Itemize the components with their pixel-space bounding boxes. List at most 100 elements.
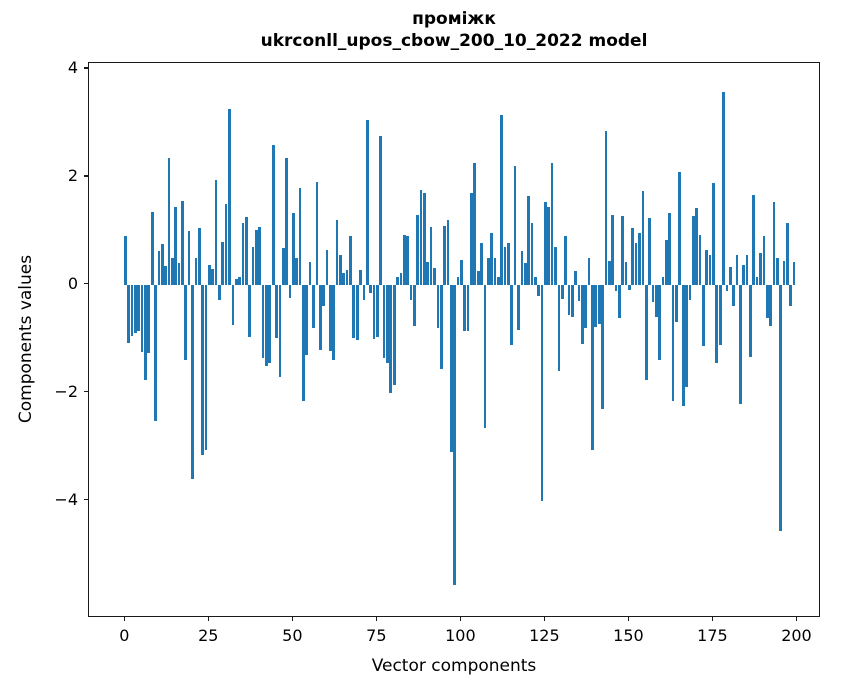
x-tick-mark: [627, 617, 630, 621]
bar: [712, 183, 715, 285]
bar: [500, 114, 504, 285]
bar: [181, 201, 184, 285]
bar: [345, 269, 349, 285]
bar: [211, 268, 215, 285]
chart-title-line2: ukrconll_upos_cbow_200_10_2022 model: [260, 31, 648, 51]
bar: [742, 264, 746, 285]
bar: [318, 284, 322, 350]
bar: [244, 217, 248, 285]
bar: [123, 236, 127, 285]
bar: [527, 196, 530, 285]
bar: [369, 284, 372, 293]
bar: [641, 191, 645, 285]
bar: [392, 284, 396, 385]
bar: [288, 284, 292, 299]
bar: [648, 218, 651, 285]
bar: [752, 194, 756, 285]
bar: [749, 284, 752, 357]
x-tick-label: 50: [282, 626, 303, 645]
bar: [658, 284, 662, 360]
bar: [570, 284, 574, 318]
bar: [533, 276, 537, 285]
bar: [228, 109, 231, 285]
bar: [497, 276, 500, 285]
bar: [574, 271, 577, 285]
bar: [184, 284, 188, 361]
x-tick-mark: [795, 617, 798, 621]
bar: [456, 276, 460, 285]
bar: [537, 284, 541, 296]
y-axis-label: Components values: [16, 254, 36, 424]
bar: [725, 284, 729, 292]
bar: [271, 144, 275, 285]
bar: [416, 214, 420, 285]
bar: [224, 203, 228, 285]
bar: [654, 284, 658, 317]
bar: [769, 284, 772, 327]
bar: [433, 268, 436, 285]
bar: [160, 244, 164, 285]
bar: [792, 262, 796, 285]
bar: [402, 234, 406, 285]
bar: [268, 284, 272, 364]
bar: [429, 226, 433, 285]
bar: [775, 257, 779, 285]
y-tick-label: −4: [54, 489, 78, 509]
bar: [685, 284, 688, 388]
bar: [171, 257, 174, 285]
bar: [349, 236, 352, 285]
bar: [517, 284, 520, 330]
bar: [412, 284, 416, 327]
bar: [419, 190, 423, 285]
bar: [621, 216, 625, 285]
bar: [560, 284, 564, 300]
bar: [695, 208, 698, 285]
bar: [167, 158, 171, 285]
bar: [550, 163, 554, 285]
bar: [234, 279, 238, 285]
plot-area: [88, 62, 820, 617]
bar: [581, 284, 584, 345]
bar: [490, 233, 493, 285]
bar: [285, 158, 288, 285]
bar: [483, 284, 487, 428]
y-tick-mark: [84, 391, 88, 393]
bar: [671, 284, 675, 402]
bar: [355, 284, 359, 340]
bar: [150, 212, 154, 285]
bar: [607, 260, 611, 285]
bar: [328, 284, 332, 352]
bar: [362, 284, 366, 300]
bar: [480, 243, 483, 285]
bar: [251, 246, 255, 285]
bar: [789, 284, 793, 307]
x-tick-mark: [459, 617, 461, 621]
bar: [604, 131, 608, 285]
bar: [503, 246, 507, 285]
bar: [460, 260, 463, 285]
bar: [644, 284, 648, 380]
bar: [261, 284, 265, 359]
bar: [634, 243, 638, 285]
bar: [661, 276, 665, 285]
bar: [191, 284, 194, 480]
x-tick-mark: [207, 617, 209, 621]
bar: [651, 284, 655, 302]
bar: [258, 226, 262, 285]
bar: [755, 276, 759, 285]
bar: [453, 284, 456, 585]
bar: [715, 284, 719, 364]
bar: [718, 284, 722, 345]
bar: [668, 213, 672, 285]
bar: [144, 284, 147, 380]
bar: [698, 234, 702, 285]
bar: [702, 284, 705, 347]
bar: [278, 284, 282, 377]
bar: [547, 206, 551, 285]
y-tick-label: 4: [67, 57, 78, 77]
bar: [322, 284, 325, 307]
bar: [557, 284, 561, 372]
bar: [722, 91, 725, 285]
x-tick-mark: [711, 617, 714, 621]
